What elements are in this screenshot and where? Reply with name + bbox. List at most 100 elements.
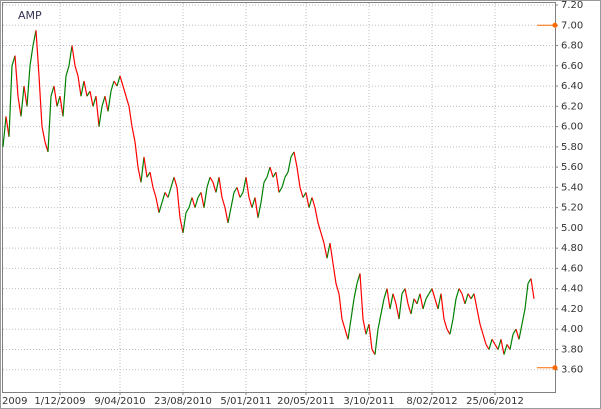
price-segment <box>134 141 139 168</box>
price-segment <box>455 288 460 299</box>
price-marker <box>552 365 558 371</box>
price-segment <box>356 273 361 284</box>
price-segment <box>26 65 31 107</box>
price-segment <box>494 344 499 350</box>
price-segment <box>146 171 151 178</box>
price-segment <box>497 339 502 350</box>
price-segment <box>302 192 307 198</box>
y-tick-label: 4.60 <box>561 263 583 274</box>
price-segment <box>11 55 16 66</box>
price-segment <box>248 197 253 208</box>
price-segment <box>116 75 121 87</box>
price-segment <box>104 96 109 112</box>
price-segment <box>227 207 232 223</box>
price-segment <box>194 197 199 208</box>
price-segment <box>473 293 478 310</box>
price-segment <box>431 288 436 299</box>
price-segment <box>191 197 196 208</box>
price-segment <box>425 293 430 300</box>
price-segment <box>170 177 175 188</box>
price-segment <box>449 318 454 335</box>
price-segment <box>215 177 220 193</box>
price-segment <box>338 293 343 320</box>
y-tick-label: 5.80 <box>561 142 583 153</box>
chart-title: AMP <box>18 9 42 22</box>
price-segment <box>401 288 406 295</box>
x-tick-label: 20/05/2011 <box>277 396 335 407</box>
price-segment <box>344 329 349 340</box>
price-segment <box>347 318 352 340</box>
price-segment <box>212 182 217 193</box>
price-segment <box>173 177 178 188</box>
price-segment <box>320 232 325 244</box>
price-segment <box>437 293 442 310</box>
price-segment <box>167 187 172 198</box>
price-segment <box>458 288 463 295</box>
price-segment <box>485 344 490 350</box>
price-segment <box>254 197 259 218</box>
price-segment <box>527 278 532 284</box>
price-segment <box>506 344 511 350</box>
price-segment <box>101 96 106 107</box>
y-tick-label: 4.00 <box>561 324 583 335</box>
price-segment <box>206 177 211 188</box>
x-tick-label: 5/01/2011 <box>220 396 271 407</box>
price-segment <box>284 171 289 178</box>
price-segment <box>47 96 52 152</box>
price-segment <box>257 202 262 218</box>
price-segment <box>86 90 91 97</box>
price-segment <box>89 91 94 107</box>
price-segment <box>476 308 481 325</box>
price-segment <box>491 339 496 345</box>
price-segment <box>140 156 145 183</box>
price-segment <box>500 339 505 355</box>
y-tick-label: 6.20 <box>561 101 583 112</box>
price-segment <box>242 177 247 193</box>
price-segment <box>419 293 424 310</box>
price-segment <box>92 96 97 107</box>
price-segment <box>209 176 214 183</box>
price-segment <box>524 283 529 310</box>
price-segment <box>152 187 157 198</box>
price-segment <box>251 197 256 208</box>
x-tick-label: 9/04/2010 <box>94 396 145 407</box>
price-segment <box>422 298 427 310</box>
price-segment <box>428 288 433 295</box>
price-segment <box>245 177 250 198</box>
price-segment <box>353 283 358 299</box>
y-tick-label: 5.60 <box>561 162 583 173</box>
x-tick-label: 23/08/2010 <box>154 396 212 407</box>
price-segment <box>65 65 70 77</box>
price-segment <box>362 318 367 335</box>
y-tick-label: 3.60 <box>561 365 583 376</box>
price-segment <box>149 172 154 188</box>
price-segment <box>308 197 313 208</box>
y-tick-label: 4.80 <box>561 243 583 254</box>
price-segment <box>269 166 274 178</box>
price-segment <box>23 85 28 107</box>
x-tick-label: 25/06/2012 <box>466 396 524 407</box>
price-segment <box>359 273 364 320</box>
y-tick-label: 6.80 <box>561 41 583 52</box>
price-segment <box>41 126 46 142</box>
x-tick-label: 3/10/2011 <box>343 396 394 407</box>
price-segment <box>386 288 391 310</box>
price-segment <box>20 86 25 117</box>
price-segment <box>512 328 517 335</box>
y-tick-label: 6.00 <box>561 122 583 133</box>
price-segment <box>137 166 142 183</box>
price-segment <box>200 192 205 208</box>
price-segment <box>5 116 10 137</box>
price-segment <box>131 126 136 142</box>
plot-area <box>2 2 556 393</box>
y-tick-label: 5.00 <box>561 223 583 234</box>
price-segment <box>290 151 295 158</box>
price-segment <box>332 263 337 284</box>
price-segment <box>365 323 370 335</box>
y-tick-label: 5.20 <box>561 203 583 214</box>
y-tick-label: 5.40 <box>561 182 583 193</box>
price-segment <box>470 293 475 300</box>
price-segment <box>95 96 100 127</box>
price-segment <box>113 80 118 87</box>
price-segment <box>521 308 526 325</box>
